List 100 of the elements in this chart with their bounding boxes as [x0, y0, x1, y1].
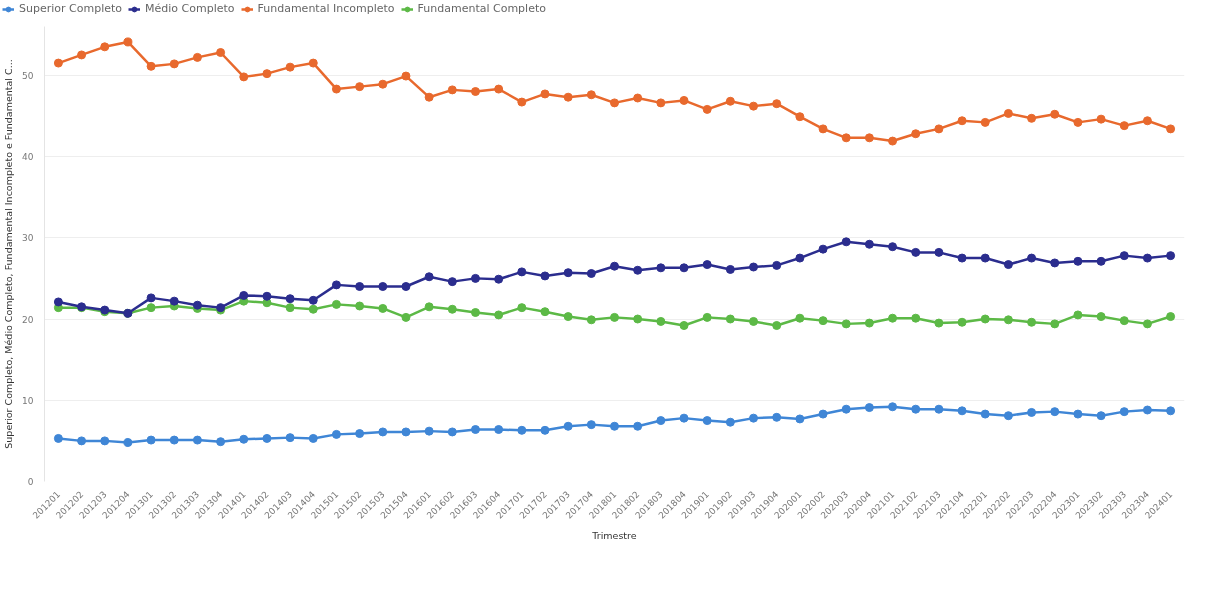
y-tick-label: 0 [27, 477, 34, 487]
point [656, 263, 666, 273]
point [100, 42, 110, 52]
point [169, 296, 179, 306]
point [1119, 121, 1129, 131]
point [864, 318, 874, 328]
point [1003, 315, 1013, 325]
point [1142, 405, 1152, 415]
point [517, 303, 527, 313]
point [146, 61, 156, 71]
point [401, 427, 411, 437]
point [679, 263, 689, 273]
point [146, 293, 156, 303]
point [1003, 411, 1013, 421]
point [586, 90, 596, 100]
point [633, 265, 643, 275]
point [517, 97, 527, 107]
x-axis-title: Trimestre [591, 529, 637, 541]
point [424, 272, 434, 282]
point [1096, 411, 1106, 421]
point [1050, 109, 1060, 119]
point [100, 436, 110, 446]
point [401, 282, 411, 291]
point [934, 124, 944, 134]
point [934, 404, 944, 414]
point [679, 413, 689, 423]
point [563, 92, 573, 102]
legend-label: Superior Completo [19, 2, 123, 15]
point [818, 409, 828, 419]
point [494, 274, 504, 284]
point [980, 117, 990, 127]
point [494, 84, 504, 94]
point [378, 303, 388, 313]
point [888, 136, 898, 146]
point [586, 420, 596, 430]
point [355, 301, 365, 311]
point [864, 133, 874, 143]
point [424, 92, 434, 102]
point [888, 402, 898, 412]
point [146, 303, 156, 313]
point [934, 318, 944, 328]
y-tick-label: 10 [22, 395, 34, 406]
point [702, 416, 712, 426]
point [262, 433, 272, 443]
point [864, 239, 874, 249]
point [378, 282, 388, 291]
point [1119, 316, 1129, 326]
point [725, 417, 735, 427]
point [888, 313, 898, 323]
point [772, 99, 782, 109]
point [308, 58, 318, 68]
point [540, 307, 550, 317]
point [1027, 253, 1037, 263]
point [888, 242, 898, 252]
point [424, 302, 434, 312]
point [725, 314, 735, 324]
point [53, 297, 63, 307]
point [772, 412, 782, 422]
point [494, 310, 504, 320]
point [123, 37, 133, 47]
point [355, 282, 365, 291]
point [517, 425, 527, 435]
point [749, 413, 759, 423]
point [656, 416, 666, 426]
point [563, 312, 573, 322]
point [308, 433, 318, 443]
point [285, 303, 295, 313]
point [980, 253, 990, 263]
point [911, 247, 921, 257]
point [424, 426, 434, 436]
point [586, 315, 596, 325]
point [192, 52, 202, 62]
point [53, 58, 63, 68]
point [239, 434, 249, 444]
point [1073, 409, 1083, 419]
point [656, 316, 666, 326]
point [1142, 116, 1152, 126]
point [378, 427, 388, 437]
point [772, 260, 782, 270]
point [725, 96, 735, 106]
point [470, 87, 480, 96]
point [818, 316, 828, 326]
point [517, 267, 527, 277]
point [679, 95, 689, 105]
point [1119, 251, 1129, 261]
point [957, 116, 967, 126]
point [656, 98, 666, 108]
point [216, 437, 226, 447]
point [610, 312, 619, 322]
point [192, 435, 202, 445]
point [1142, 253, 1152, 263]
point [795, 253, 805, 263]
point [1050, 258, 1060, 268]
point [401, 71, 411, 81]
point [702, 312, 712, 322]
point [749, 316, 759, 326]
point [610, 98, 619, 108]
point [331, 429, 341, 439]
point [331, 299, 341, 309]
point [540, 271, 550, 281]
